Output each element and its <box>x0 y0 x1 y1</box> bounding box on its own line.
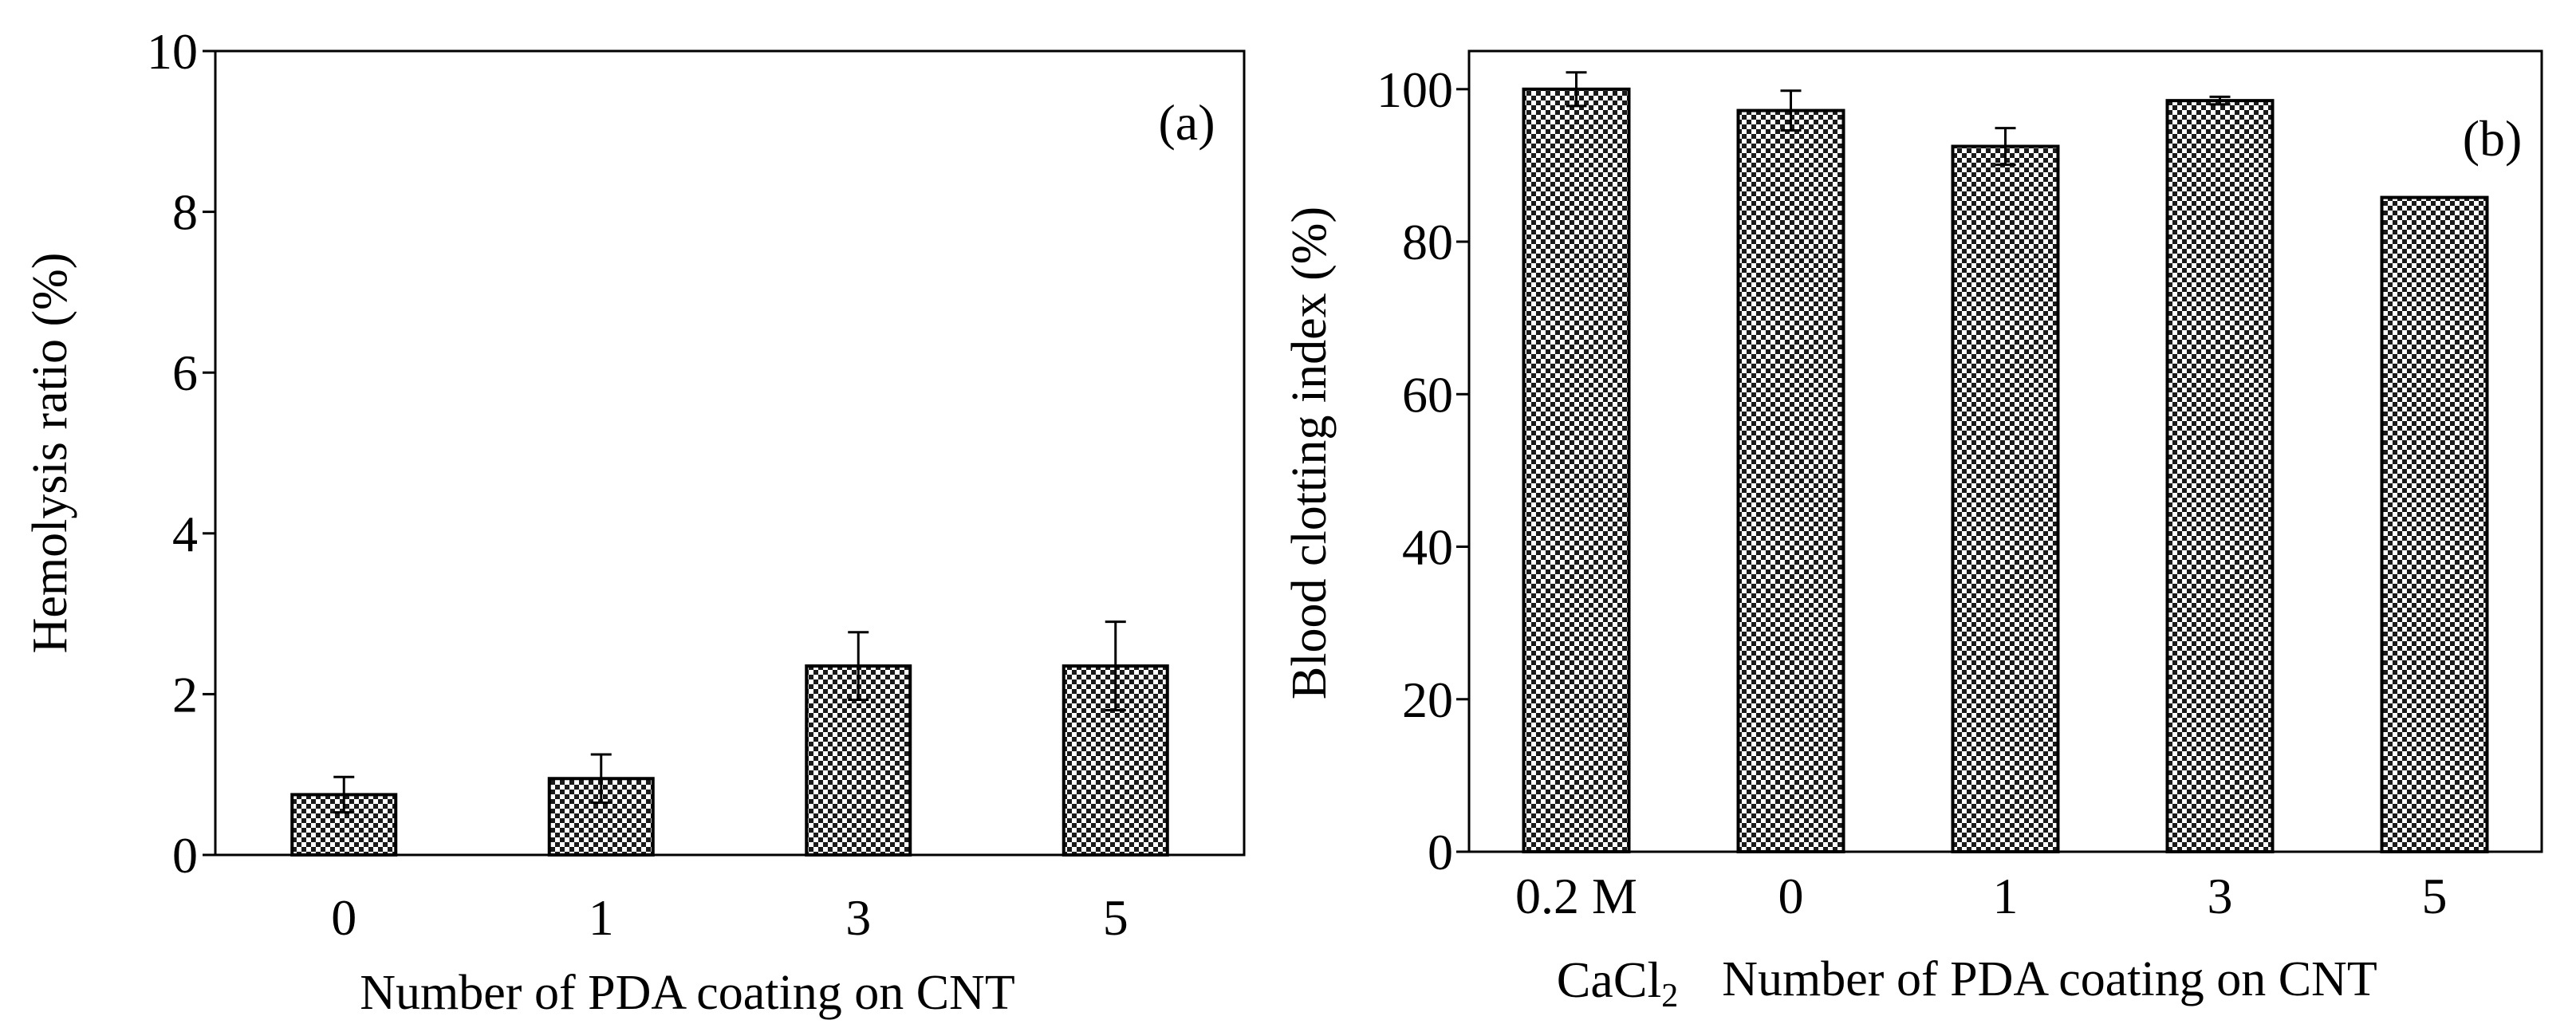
chart-b-bar-0 <box>1736 108 1845 853</box>
chart-a-y-tick-label: 8 <box>172 184 198 241</box>
chart-b-x-tick-label: 0 <box>1778 868 1804 924</box>
chart-b-bar-1 <box>1951 144 2060 853</box>
chart-b-panel-label: (b) <box>2463 110 2523 167</box>
chart-a-y-axis-label: Hemolysis ratio (%) <box>23 253 77 654</box>
chart-b-x-tick-labels: 0.2 M 0 1 3 5 <box>1515 868 2447 924</box>
chart-b-y-ticks: 0 20 40 60 80 100 <box>1377 61 1469 880</box>
chart-b-x-tick-label: 0.2 M <box>1515 868 1637 924</box>
chart-b-bar-0-2-m <box>1522 87 1631 854</box>
chart-b-y-axis-label: Blood clotting index (%) <box>1282 207 1337 699</box>
chart-a: 0 2 4 6 8 10 0 1 3 5 (a) Number of PDA coating o… <box>23 23 1246 1020</box>
chart-b-bar-3 <box>2165 99 2275 853</box>
chart-a-x-tick-label: 0 <box>331 889 356 946</box>
chart-a-bars <box>290 620 1169 857</box>
chart-a-plot-frame <box>214 49 1246 857</box>
chart-a-y-tick-label: 4 <box>172 506 198 562</box>
chart-a-y-ticks: 0 2 4 6 8 10 <box>147 23 215 884</box>
chart-b-bar-5 <box>2380 195 2489 854</box>
chart-a-x-tick-label: 3 <box>845 889 871 946</box>
chart-a-y-tick-label: 0 <box>172 827 198 884</box>
chart-a-y-tick-label: 6 <box>172 345 198 401</box>
chart-b-category-sublabel-subscript: 2 <box>1661 978 1678 1014</box>
chart-b-x-tick-label: 3 <box>2208 868 2233 924</box>
chart-a-x-axis-label: Number of PDA coating on CNT <box>360 966 1014 1020</box>
chart-b-y-tick-label: 20 <box>1402 672 1453 728</box>
chart-a-x-tick-label: 5 <box>1103 889 1128 946</box>
chart-b-y-tick-label: 100 <box>1377 61 1453 118</box>
chart-a-panel-label: (a) <box>1158 94 1215 151</box>
chart-a-x-tick-label: 1 <box>589 889 614 946</box>
chart-b-y-tick-label: 40 <box>1402 519 1453 576</box>
chart-b-y-tick-label: 60 <box>1402 366 1453 423</box>
chart-a-y-tick-label: 10 <box>147 23 198 80</box>
chart-a-x-tick-labels: 0 1 3 5 <box>331 889 1128 946</box>
chart-b: 0 20 40 60 80 100 0.2 M 0 1 3 5 CaCl2 (b) Number … <box>1282 49 2543 1014</box>
chart-b-bars <box>1522 71 2489 854</box>
chart-a-y-tick-label: 2 <box>172 666 198 723</box>
chart-b-y-tick-label: 80 <box>1402 214 1453 270</box>
chart-b-x-tick-label: 1 <box>1993 868 2019 924</box>
chart-b-x-tick-label: 5 <box>2422 868 2448 924</box>
chart-b-y-tick-label: 0 <box>1428 824 1453 880</box>
chart-b-category-sublabel: CaCl2 <box>1557 951 1679 1014</box>
chart-b-x-axis-label: Number of PDA coating on CNT <box>1722 952 2377 1006</box>
